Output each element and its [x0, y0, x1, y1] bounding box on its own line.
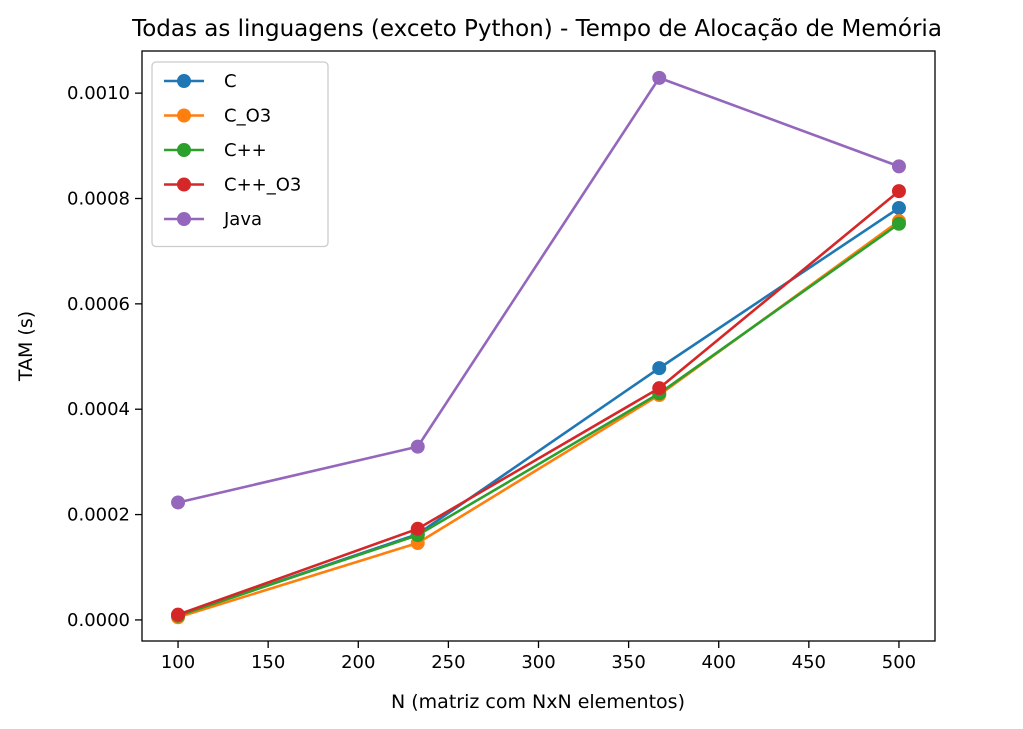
- data-point: [891, 184, 906, 199]
- plot-series: [171, 70, 906, 625]
- legend-label: Java: [223, 209, 262, 230]
- data-point: [891, 159, 906, 174]
- legend-marker: [177, 177, 191, 192]
- x-tick-label: 250: [431, 652, 465, 673]
- x-tick-label: 200: [341, 652, 375, 673]
- legend-label: C++_O3: [224, 175, 301, 196]
- y-tick-label: 0.0010: [67, 83, 130, 104]
- y-tick-label: 0.0000: [67, 610, 130, 631]
- axes: 100 150 200 250 300 350 400 450 500 0.0000 0.0002 0…: [67, 83, 916, 673]
- y-tick-label: 0.0004: [67, 399, 130, 420]
- legend-marker: [177, 212, 191, 226]
- y-tick-label: 0.0008: [67, 189, 130, 210]
- data-point: [171, 495, 186, 510]
- x-tick-label: 400: [702, 652, 736, 673]
- legend: C C_O3 C++ C++_O3 Java: [151, 61, 329, 248]
- series-java: [171, 70, 906, 510]
- data-point: [652, 70, 667, 85]
- data-point: [652, 361, 667, 376]
- legend-entry: C++: [164, 140, 267, 161]
- x-tick-label: 300: [521, 652, 555, 673]
- legend-entry: Java: [164, 209, 262, 230]
- y-tick-label: 0.0002: [67, 505, 130, 526]
- legend-box: [151, 61, 329, 248]
- legend-entry: C: [164, 71, 237, 92]
- y-tick-label: 0.0006: [67, 294, 130, 315]
- series-line: [176, 222, 901, 618]
- chart-title: Todas as linguagens (exceto Python) - Te…: [131, 16, 942, 42]
- data-point: [171, 607, 186, 622]
- legend-entry: C_O3: [164, 106, 271, 127]
- legend-label: C: [224, 71, 237, 92]
- series-line: [176, 76, 901, 504]
- y-axis-label: TAM (s): [15, 311, 37, 382]
- x-tick-label: 500: [882, 652, 916, 673]
- x-axis-label: N (matriz com NxN elementos): [391, 691, 685, 713]
- x-tick-label: 150: [251, 652, 285, 673]
- legend-marker: [177, 108, 191, 123]
- x-tick-label: 450: [792, 652, 826, 673]
- data-point: [410, 521, 425, 536]
- series-cpp-o3: [171, 184, 906, 622]
- x-tick-label: 350: [611, 652, 645, 673]
- series-line: [176, 189, 901, 616]
- legend-entry: C++_O3: [164, 175, 301, 196]
- x-tick-label: 100: [161, 652, 195, 673]
- plot-frame: [141, 50, 936, 642]
- data-point: [652, 381, 667, 396]
- data-point: [891, 216, 906, 231]
- legend-label: C++: [224, 140, 267, 161]
- data-point: [410, 439, 425, 454]
- legend-marker: [177, 74, 191, 88]
- legend-label: C_O3: [224, 106, 271, 127]
- legend-marker: [177, 143, 191, 157]
- data-point: [891, 200, 906, 215]
